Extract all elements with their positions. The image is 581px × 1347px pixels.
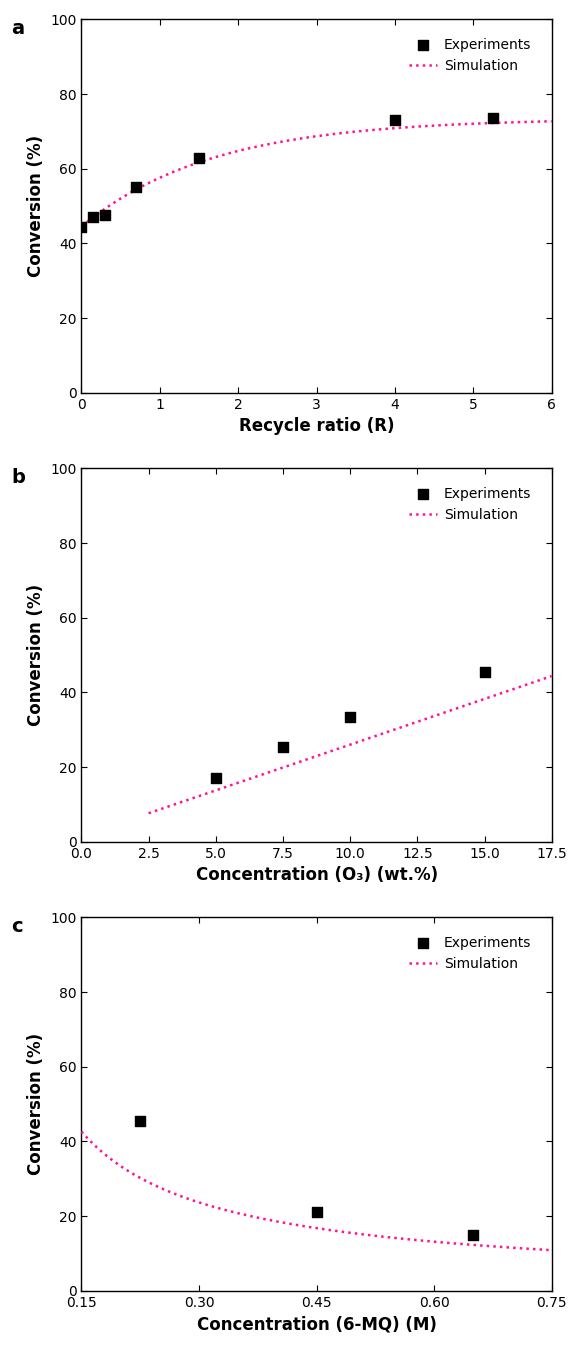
Simulation bbox=[336, 740, 343, 756]
Simulation bbox=[304, 1219, 311, 1235]
X-axis label: Concentration (6-MQ) (M): Concentration (6-MQ) (M) bbox=[196, 1315, 436, 1334]
Simulation bbox=[548, 668, 555, 684]
Experiments bbox=[211, 768, 220, 789]
Text: b: b bbox=[11, 469, 25, 488]
X-axis label: Recycle ratio (R): Recycle ratio (R) bbox=[239, 418, 394, 435]
Simulation bbox=[363, 731, 370, 748]
Experiments bbox=[101, 205, 110, 226]
Simulation bbox=[385, 723, 392, 740]
X-axis label: Concentration (O₃) (wt.%): Concentration (O₃) (wt.%) bbox=[196, 866, 437, 884]
Y-axis label: Conversion (%): Conversion (%) bbox=[27, 135, 45, 277]
Simulation bbox=[78, 218, 85, 234]
Simulation bbox=[539, 671, 546, 687]
Simulation bbox=[302, 1218, 309, 1234]
Simulation bbox=[537, 1242, 544, 1258]
Simulation bbox=[332, 125, 339, 141]
Experiments bbox=[195, 147, 204, 168]
Y-axis label: Conversion (%): Conversion (%) bbox=[27, 585, 45, 726]
Experiments bbox=[346, 706, 355, 727]
Simulation bbox=[548, 1242, 555, 1258]
Experiments bbox=[480, 661, 489, 683]
Simulation bbox=[339, 740, 346, 756]
Simulation bbox=[78, 1123, 85, 1140]
Legend: Experiments, Simulation: Experiments, Simulation bbox=[405, 932, 535, 975]
Simulation bbox=[358, 123, 365, 139]
Simulation bbox=[464, 1237, 471, 1253]
Simulation bbox=[548, 113, 555, 129]
Simulation bbox=[332, 1223, 339, 1239]
Experiments bbox=[77, 216, 86, 237]
Simulation bbox=[358, 1226, 365, 1242]
Legend: Experiments, Simulation: Experiments, Simulation bbox=[405, 34, 535, 77]
Text: c: c bbox=[11, 917, 23, 936]
Legend: Experiments, Simulation: Experiments, Simulation bbox=[405, 482, 535, 527]
Simulation bbox=[464, 116, 471, 132]
Experiments bbox=[88, 206, 98, 228]
Y-axis label: Conversion (%): Conversion (%) bbox=[27, 1033, 45, 1175]
Experiments bbox=[390, 109, 400, 131]
Line: Simulation: Simulation bbox=[149, 676, 552, 814]
Simulation bbox=[475, 692, 482, 709]
Line: Simulation: Simulation bbox=[81, 1131, 552, 1250]
Simulation bbox=[537, 113, 544, 129]
Experiments bbox=[135, 1110, 145, 1131]
Simulation bbox=[304, 129, 311, 145]
Experiments bbox=[278, 735, 288, 757]
Experiments bbox=[488, 108, 497, 129]
Simulation bbox=[302, 129, 309, 145]
Experiments bbox=[132, 176, 141, 198]
Experiments bbox=[469, 1224, 478, 1246]
Experiments bbox=[312, 1202, 321, 1223]
Text: a: a bbox=[11, 19, 24, 38]
Simulation bbox=[145, 806, 152, 822]
Line: Simulation: Simulation bbox=[81, 121, 552, 226]
